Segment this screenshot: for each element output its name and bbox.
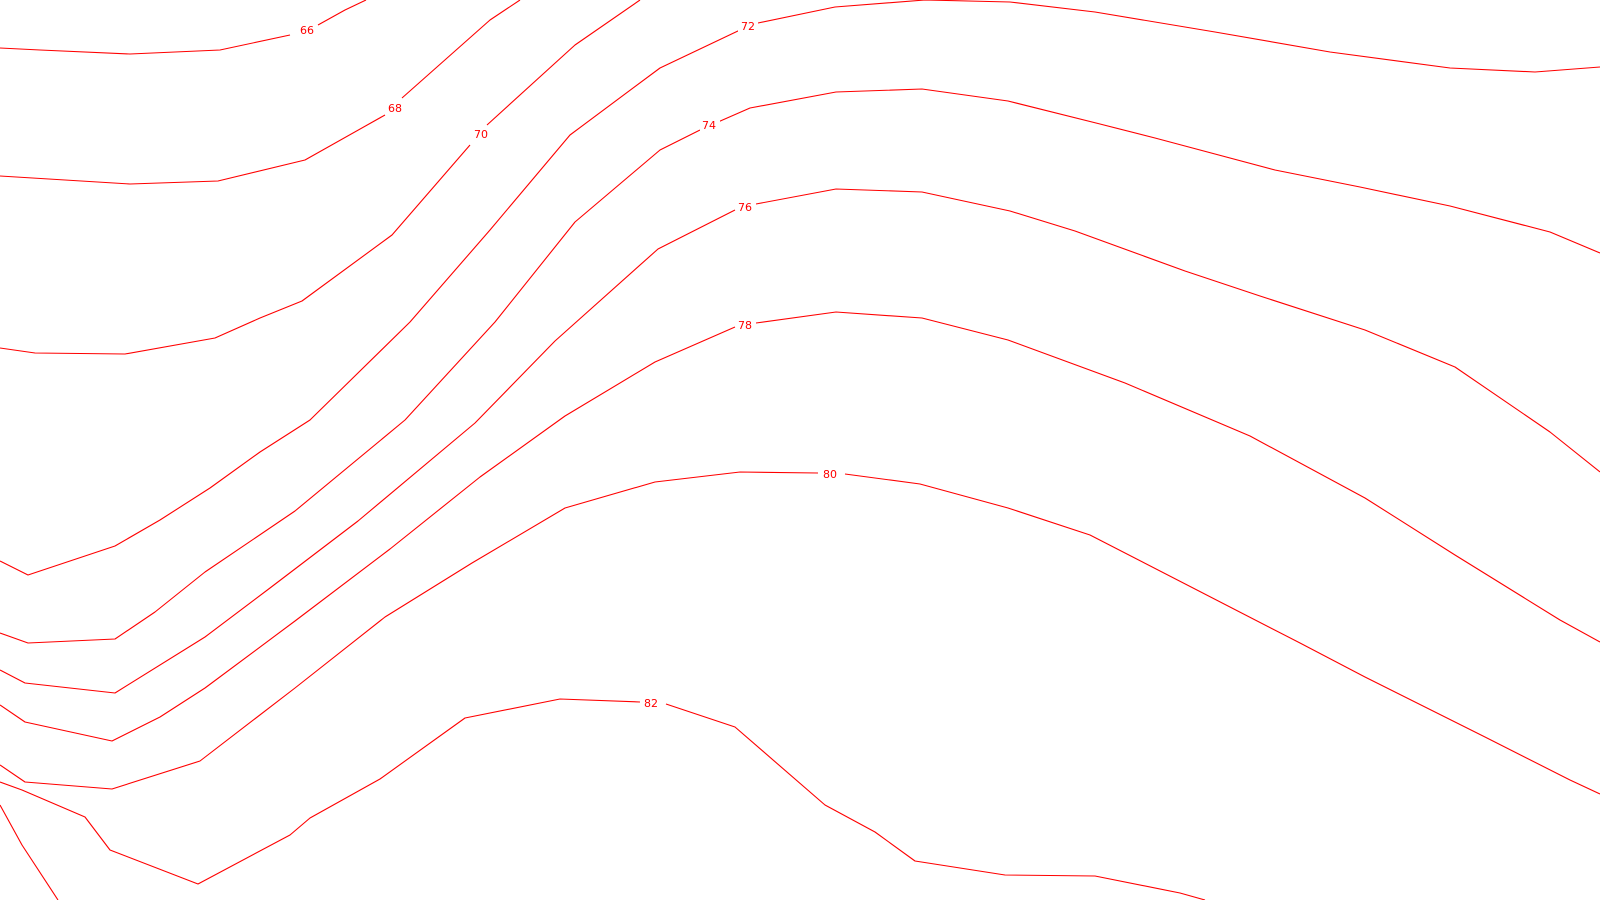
contour-line-68 <box>0 0 521 185</box>
contour-78: 78 <box>0 311 1600 742</box>
contour-label-80: 80 <box>823 468 837 481</box>
contour-label-78: 78 <box>738 319 752 332</box>
contour-line-70 <box>0 0 641 355</box>
contour-72: 72 <box>0 0 1600 576</box>
contour-66: 66 <box>0 0 367 55</box>
contour-label-70: 70 <box>474 128 488 141</box>
contour-label-74: 74 <box>702 119 716 132</box>
contour-line-66 <box>0 0 367 55</box>
contour-line-74 <box>0 88 1600 644</box>
contour-82: 82 <box>0 696 1206 900</box>
contour-80: 80 <box>0 466 1600 795</box>
contour-line-72 <box>0 0 1600 576</box>
contour-line-76 <box>0 188 1600 694</box>
contour-74: 74 <box>0 88 1600 644</box>
contour-70: 70 <box>0 0 641 355</box>
contour-line-80 <box>0 471 1600 795</box>
contour-label-82: 82 <box>644 697 658 710</box>
contour-76: 76 <box>0 188 1600 694</box>
contour-label-66: 66 <box>300 24 314 37</box>
contour-line-82 <box>0 698 1206 900</box>
contour-label-76: 76 <box>738 201 752 214</box>
contour-label-68: 68 <box>388 102 402 115</box>
contour-label-72: 72 <box>741 20 755 33</box>
contour-line-78 <box>0 311 1600 742</box>
contour-68: 68 <box>0 0 521 185</box>
